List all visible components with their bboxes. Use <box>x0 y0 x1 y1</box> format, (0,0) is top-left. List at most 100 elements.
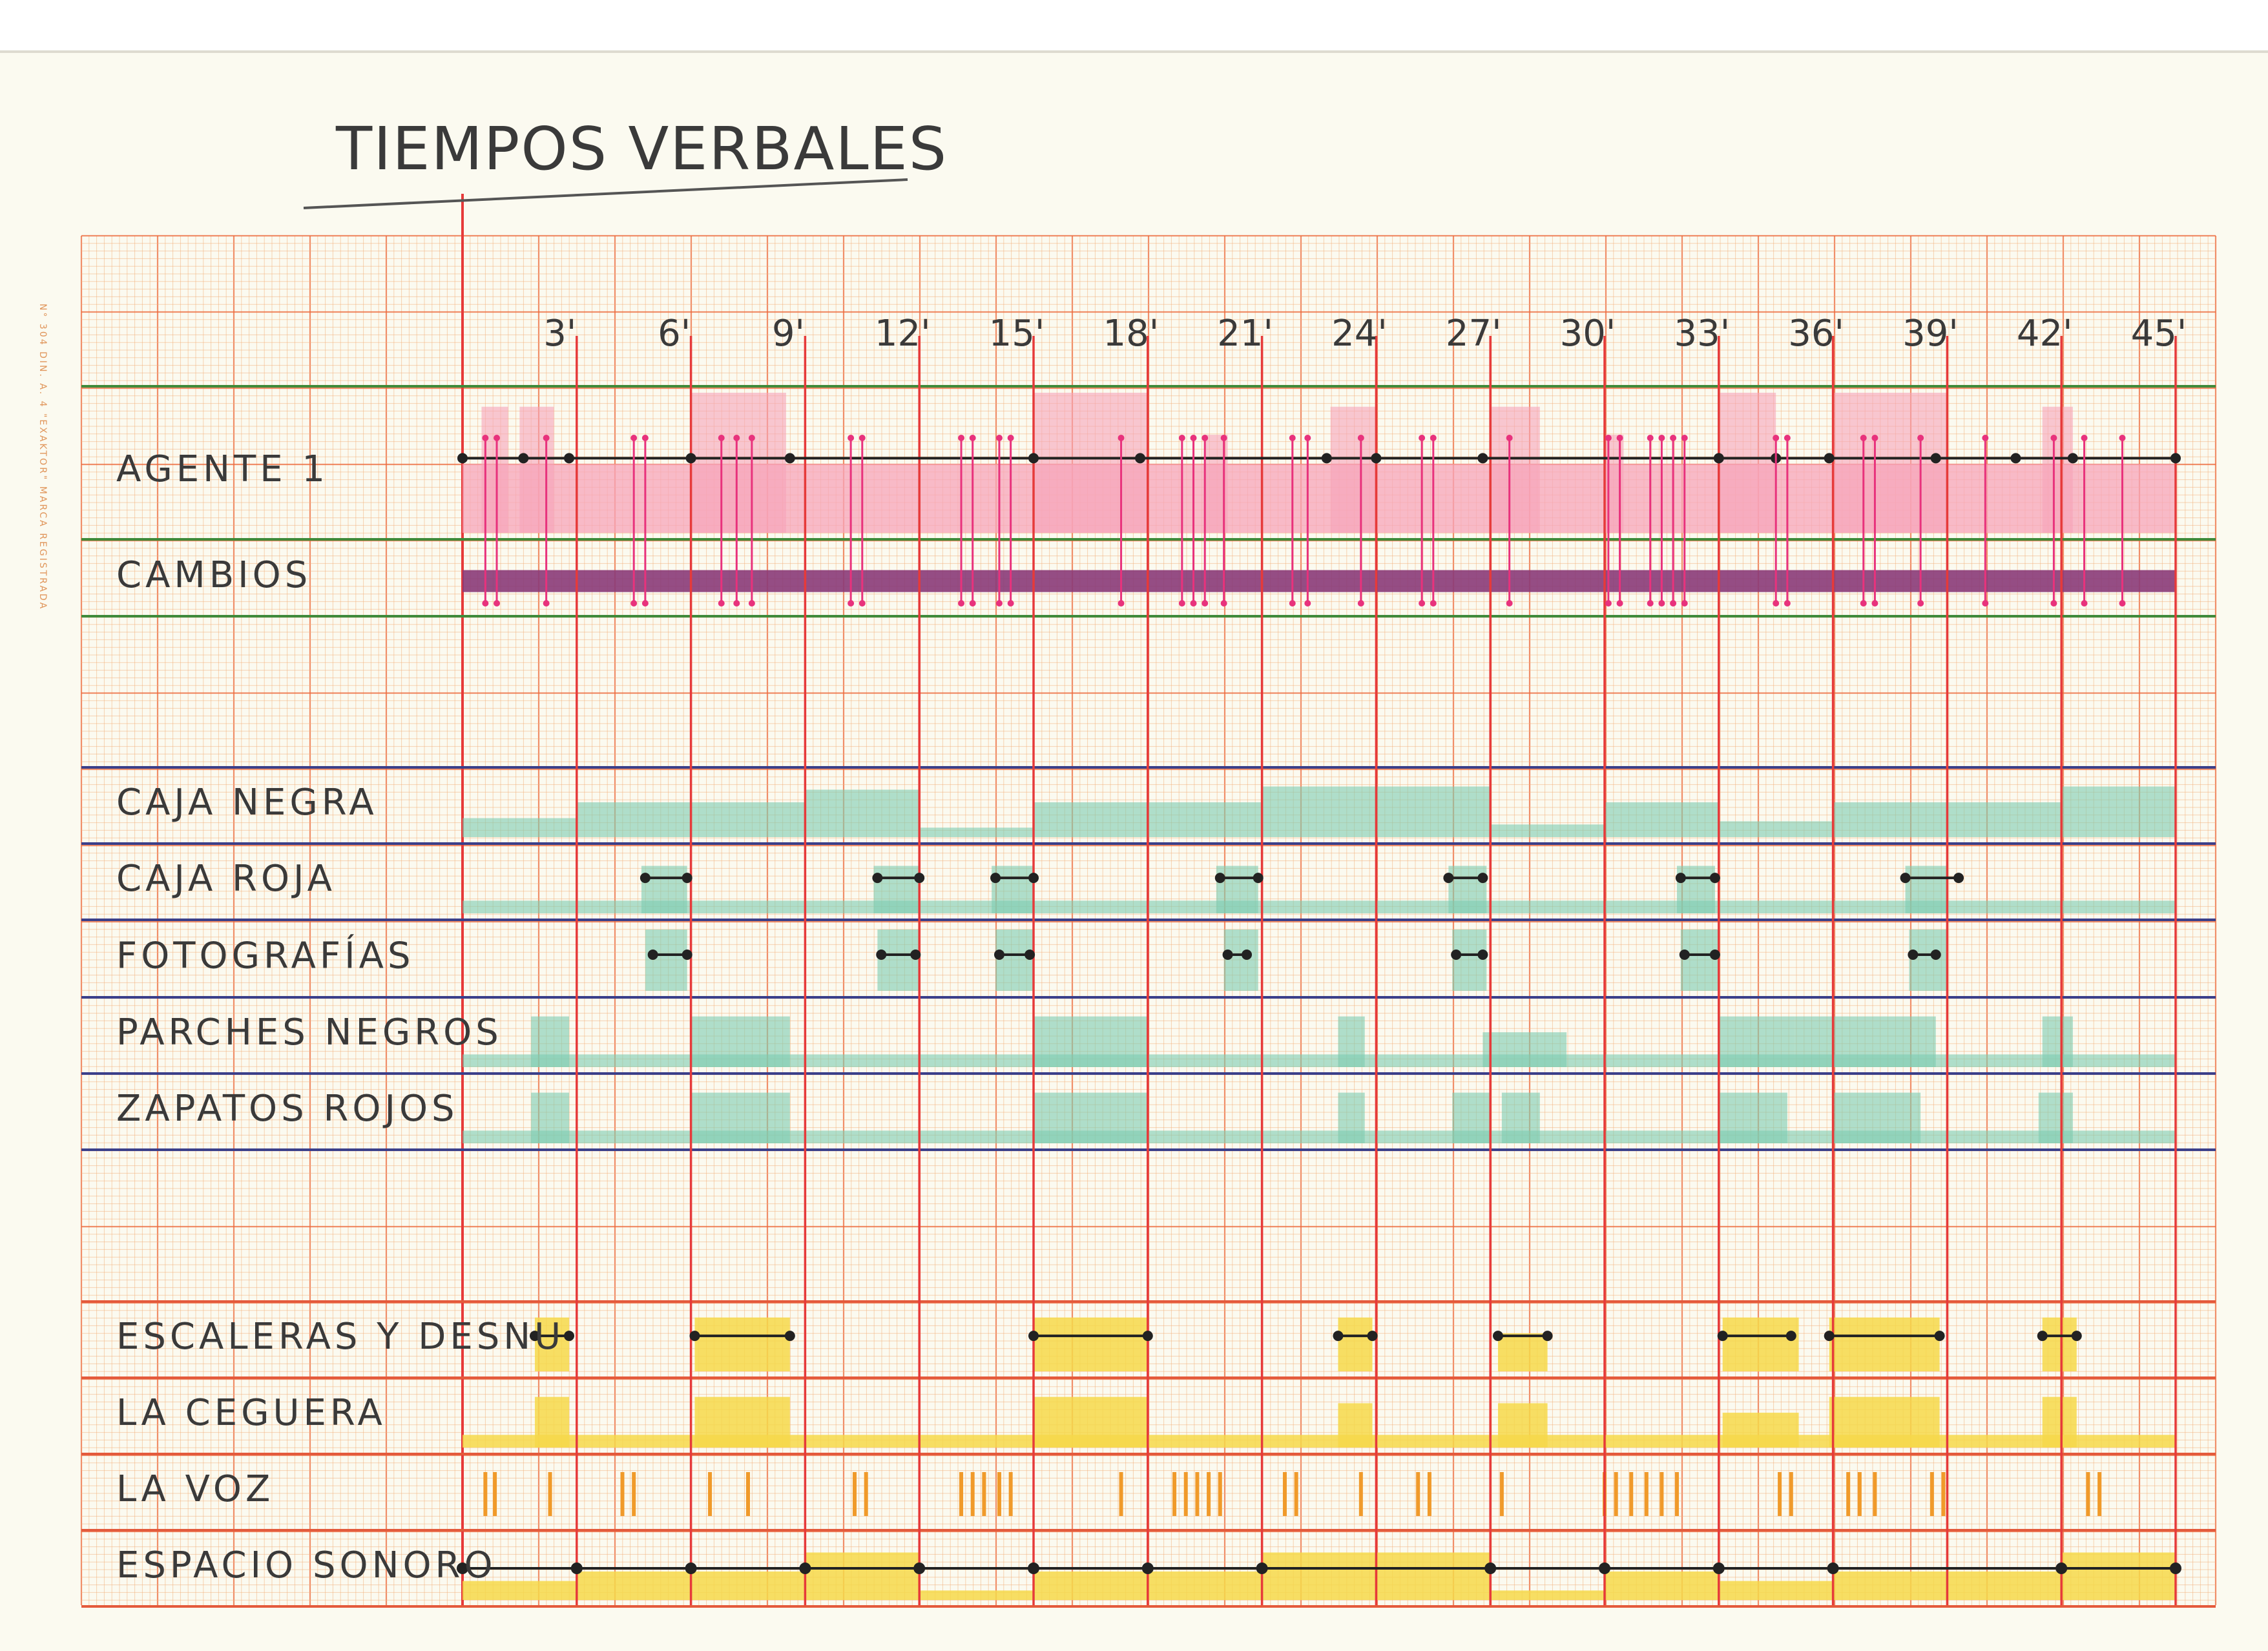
change-dot-bottom <box>1289 600 1296 607</box>
ceguera-block <box>1722 1413 1799 1448</box>
escaleras-segment-end <box>2071 1331 2082 1342</box>
change-dot-top <box>1419 435 1426 441</box>
caja-roja-segment-start <box>872 873 883 884</box>
change-dot-bottom <box>1220 600 1227 607</box>
escaleras-segment-end <box>564 1331 575 1342</box>
fotografias-block <box>877 929 920 991</box>
escaleras-segment-start <box>1333 1331 1344 1342</box>
row-label-escaleras: ESCALERAS Y DESNU <box>116 1316 565 1358</box>
change-dot-top <box>2119 435 2126 441</box>
change-dot-top <box>1190 435 1197 441</box>
espacio-dot <box>685 1563 697 1574</box>
voice-mark <box>997 1472 1001 1516</box>
change-dot-bottom <box>1860 600 1867 607</box>
voice-mark <box>1427 1472 1431 1516</box>
voice-mark <box>1008 1472 1013 1516</box>
parches-block <box>1483 1032 1540 1067</box>
change-dot-top <box>858 435 866 441</box>
tick-label: 42' <box>2017 313 2073 355</box>
voice-mark <box>1416 1472 1420 1516</box>
row-label-caja-roja: CAJA ROJA <box>116 858 336 900</box>
row-label-parches: PARCHES NEGROS <box>116 1012 503 1054</box>
row-label-espacio: ESPACIO SONORO <box>116 1544 497 1586</box>
change-dot-top <box>1784 435 1791 441</box>
agente-block <box>691 393 786 533</box>
change-dot-top <box>1605 435 1612 441</box>
row-timelines <box>463 393 2176 1600</box>
change-dot-top <box>1220 435 1227 441</box>
espacio-dot <box>2170 1563 2181 1574</box>
espacio-dot <box>2055 1563 2068 1574</box>
escaleras-block <box>694 1317 790 1371</box>
ceguera-block <box>694 1397 790 1448</box>
change-dot-bottom <box>482 600 489 607</box>
espacio-block <box>1490 1590 1605 1600</box>
change-dot-bottom <box>848 600 855 607</box>
voice-mark <box>620 1472 625 1516</box>
fotografias-segment-start <box>1908 950 1919 960</box>
agente-block <box>2042 406 2073 533</box>
espacio-block <box>1605 1571 1719 1600</box>
title-underline <box>303 178 908 209</box>
change-dot-bottom <box>733 600 740 607</box>
change-dot-bottom <box>2081 600 2088 607</box>
voice-mark <box>1294 1472 1298 1516</box>
row-label-ceguera: LA CEGUERA <box>116 1392 386 1434</box>
espacio-dot <box>1256 1563 1268 1574</box>
voice-mark <box>1857 1472 1862 1516</box>
change-dot-top <box>733 435 740 441</box>
escaleras-segment-end <box>1934 1331 1945 1342</box>
ceguera-block <box>1497 1403 1548 1448</box>
caja-roja-block <box>1216 866 1258 913</box>
tick-label: 27' <box>1446 313 1502 355</box>
fotografias-segment-end <box>910 950 921 960</box>
change-dot-top <box>1773 435 1780 441</box>
change-dot-bottom <box>995 600 1003 607</box>
row-label-fotografias: FOTOGRAFÍAS <box>116 934 415 977</box>
caja-roja-block <box>1676 866 1715 913</box>
agent-dot <box>564 453 575 464</box>
voice-mark <box>1930 1472 1934 1516</box>
voice-mark <box>1644 1472 1649 1516</box>
voice-mark <box>1282 1472 1287 1516</box>
agente-block <box>1330 406 1377 533</box>
agent-dot <box>1135 453 1146 464</box>
ceguera-block <box>1829 1397 1940 1448</box>
escaleras-segment-start <box>689 1331 700 1342</box>
change-dot-top <box>1178 435 1185 441</box>
tick-label: 3' <box>543 313 576 355</box>
change-dot-top <box>630 435 638 441</box>
parches-block <box>1539 1032 1567 1067</box>
change-dot-bottom <box>2119 600 2126 607</box>
tick-label: 18' <box>1103 313 1159 355</box>
espacio-block <box>1718 1581 1833 1600</box>
espacio-dot <box>1712 1563 1725 1574</box>
tick-label: 30' <box>1560 313 1616 355</box>
agent-dot <box>1321 453 1332 464</box>
paper-imprint: N° 304 DIN. A. 4 "EXAKTOR" MARCA REGISTR… <box>37 304 48 610</box>
agent-dot <box>1824 453 1835 464</box>
parches-block <box>1338 1016 1365 1067</box>
minute-lines <box>576 336 2177 1605</box>
fotografias-segment-start <box>1679 950 1690 960</box>
agent-dot <box>2170 453 2181 464</box>
change-dot-bottom <box>858 600 866 607</box>
caja-negra-block <box>463 818 577 837</box>
espacio-dot <box>1599 1563 1610 1574</box>
caja-roja-segment-start <box>1900 873 1911 884</box>
change-dot-bottom <box>969 600 976 607</box>
voice-mark <box>1659 1472 1664 1516</box>
fotografias-block <box>1452 929 1487 991</box>
change-dot-top <box>748 435 755 441</box>
change-dot-bottom <box>641 600 649 607</box>
change-dot-top <box>1871 435 1878 441</box>
voice-mark <box>1207 1472 1211 1516</box>
fotografias-block <box>1223 929 1258 991</box>
change-dot-top <box>848 435 855 441</box>
escaleras-block <box>1034 1317 1148 1371</box>
caja-roja-segment-end <box>681 873 692 884</box>
change-dot-bottom <box>494 600 501 607</box>
tick-label: 15' <box>989 313 1045 355</box>
parches-block <box>1718 1016 1795 1067</box>
espacio-dot <box>1484 1563 1497 1574</box>
